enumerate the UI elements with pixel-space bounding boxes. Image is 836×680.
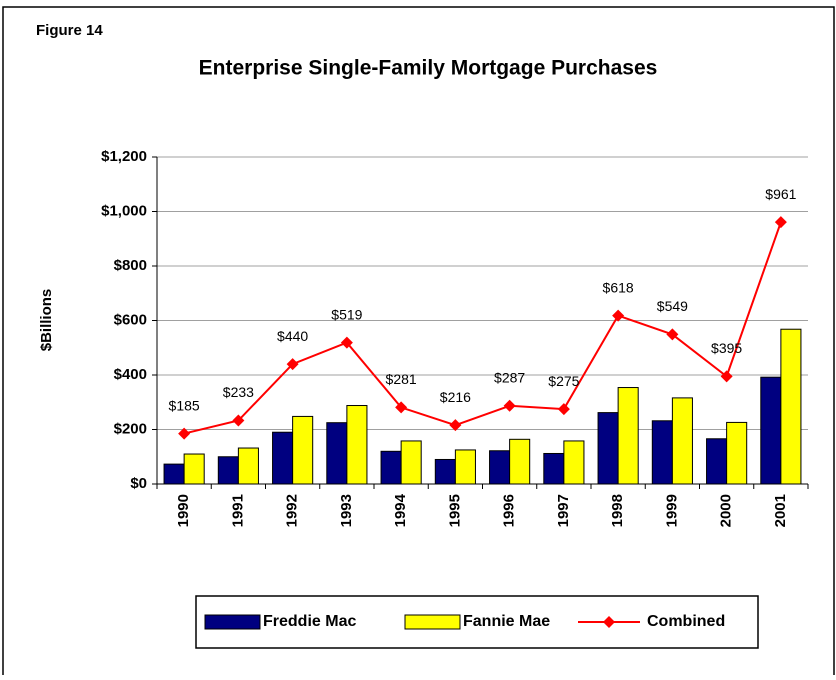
bar [237, 447, 259, 485]
data-label: $185 [169, 397, 200, 413]
y-tick-label: $400 [114, 366, 147, 383]
data-label: $287 [494, 369, 525, 385]
marker [395, 401, 408, 414]
data-label: $519 [331, 306, 362, 322]
y-tick-label: $1,200 [101, 148, 147, 165]
bar [163, 463, 185, 485]
x-tick-label: 1999 [663, 494, 680, 527]
x-tick-label: 1997 [555, 494, 572, 527]
data-label: $618 [603, 279, 634, 295]
bar [760, 376, 782, 485]
figure-label: Figure 14 [36, 22, 103, 39]
data-label: $275 [548, 373, 579, 389]
data-label: $549 [657, 298, 688, 314]
bar [434, 458, 456, 485]
marker [449, 419, 462, 432]
marker [178, 427, 191, 440]
bar [706, 438, 728, 485]
legend-label: Fannie Mae [463, 613, 550, 630]
bar [563, 440, 585, 485]
legend-swatch [204, 614, 261, 630]
legend [195, 595, 759, 649]
x-tick-label: 1990 [175, 494, 192, 527]
bar [726, 421, 748, 485]
marker [557, 403, 570, 416]
data-label: $395 [711, 340, 742, 356]
marker [720, 370, 733, 383]
bar [292, 415, 314, 485]
bar [617, 387, 639, 485]
data-label: $961 [765, 186, 796, 202]
marker [774, 216, 787, 229]
frame [2, 6, 835, 680]
y-tick-label: $0 [130, 475, 147, 492]
marker [286, 358, 299, 371]
marker [503, 399, 516, 412]
x-tick-label: 1993 [338, 494, 355, 527]
bar [272, 431, 294, 485]
chart-title: Enterprise Single-Family Mortgage Purcha… [199, 57, 658, 80]
bar [509, 438, 531, 485]
bar [671, 397, 693, 485]
bar [346, 405, 368, 485]
data-label: $281 [386, 371, 417, 387]
x-tick-label: 2000 [718, 494, 735, 527]
y-tick-label: $600 [114, 311, 147, 328]
y-axis-label: $Billions [38, 289, 55, 352]
x-tick-label: 2001 [772, 494, 789, 527]
x-tick-label: 1995 [446, 494, 463, 527]
bar [217, 456, 239, 485]
bar [400, 440, 422, 485]
bar [489, 450, 511, 485]
data-label: $216 [440, 389, 471, 405]
y-tick-label: $1,000 [101, 202, 147, 219]
marker [612, 309, 625, 322]
data-label: $440 [277, 328, 308, 344]
x-tick-label: 1996 [501, 494, 518, 527]
bar [543, 452, 565, 485]
legend-label: Combined [647, 613, 725, 630]
marker [232, 414, 245, 427]
x-tick-label: 1992 [284, 494, 301, 527]
data-label: $233 [223, 384, 254, 400]
bar [651, 420, 673, 485]
legend-swatch [404, 614, 461, 630]
bar [454, 449, 476, 485]
bar [380, 450, 402, 485]
legend-label: Freddie Mac [263, 613, 356, 630]
bar [780, 328, 802, 485]
marker [340, 336, 353, 349]
bar [183, 453, 205, 485]
bar [326, 422, 348, 485]
x-tick-label: 1994 [392, 493, 409, 527]
y-tick-label: $200 [114, 420, 147, 437]
x-tick-label: 1991 [229, 494, 246, 527]
y-tick-label: $800 [114, 257, 147, 274]
marker [666, 328, 679, 341]
line [183, 221, 782, 435]
x-tick-label: 1998 [609, 494, 626, 527]
legend-marker [603, 616, 615, 628]
bar [597, 412, 619, 485]
